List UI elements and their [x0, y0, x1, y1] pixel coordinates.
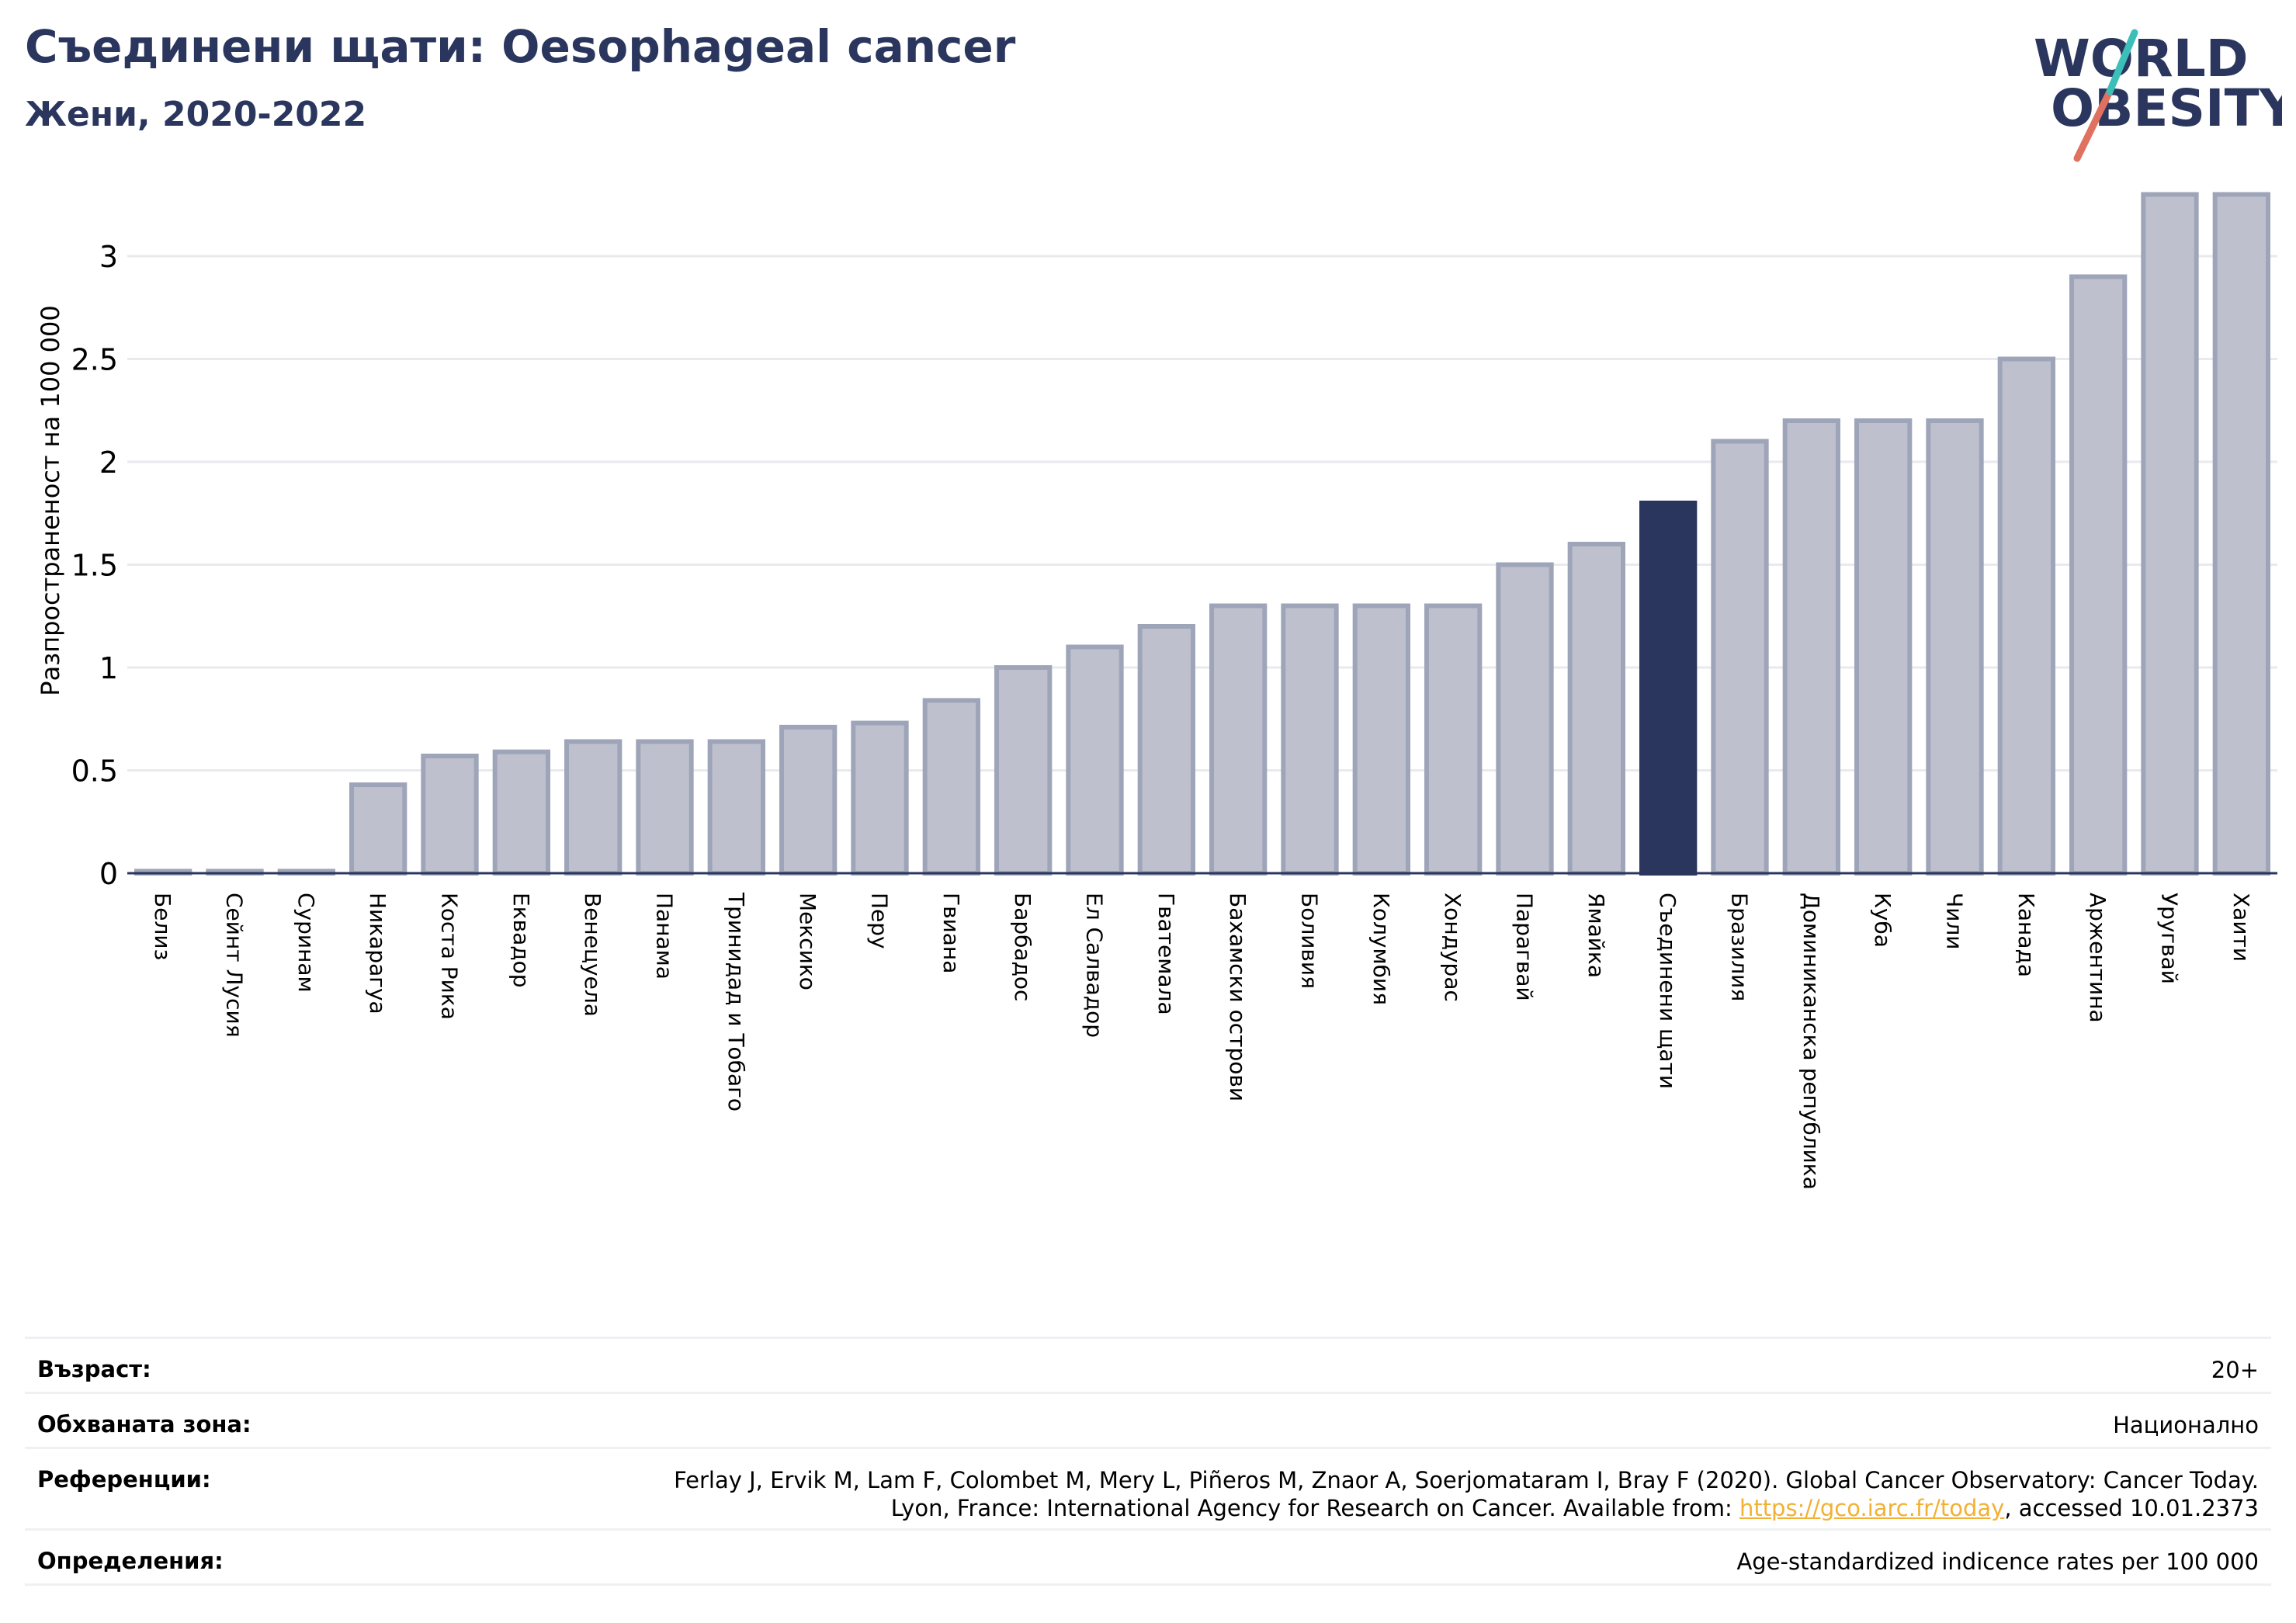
x-tick-label: Гвиана — [938, 893, 964, 973]
bar — [1281, 603, 1339, 876]
y-axis-label: Разпространеност на 100 000 — [36, 305, 65, 695]
x-tick-label: Доминиканска република — [1798, 893, 1824, 1190]
world-obesity-logo: WORLD OBESITY — [2034, 29, 2282, 162]
info-row-area: Обхваната зона: Национално — [25, 1392, 2271, 1447]
x-tick-label: Боливия — [1297, 893, 1323, 989]
y-tick-label: 1.5 — [71, 549, 118, 583]
x-tick-label: Куба — [1870, 893, 1895, 948]
y-tick-label: 0.5 — [71, 754, 118, 789]
info-value: 20+ — [2211, 1357, 2259, 1383]
reference-line-1: Ferlay J, Ervik M, Lam F, Colombet M, Me… — [674, 1467, 2259, 1493]
reference-line-2: Lyon, France: International Agency for R… — [890, 1495, 2259, 1521]
bar — [1352, 603, 1410, 876]
chart-subtitle: Жени, 2020-2022 — [25, 95, 367, 134]
x-tick-label: Канада — [2013, 893, 2039, 977]
info-value: Ferlay J, Ervik M, Lam F, Colombet M, Me… — [674, 1449, 2259, 1528]
bar — [1926, 418, 1984, 876]
info-label: Референции: — [37, 1466, 211, 1493]
info-table: Възраст: 20+ Обхваната зона: Национално … — [25, 1337, 2271, 1586]
x-tick-label: Аржентина — [2085, 893, 2110, 1023]
x-tick-label: Мексико — [795, 893, 820, 990]
x-tick-label: Панама — [652, 893, 678, 980]
bar — [2212, 192, 2270, 876]
x-tick-label: Ямайка — [1583, 893, 1609, 978]
y-tick-label: 0 — [99, 857, 118, 891]
x-tick-label: Уругвай — [2157, 893, 2183, 984]
bar — [2069, 274, 2128, 876]
x-tick-label: Парагвай — [1512, 893, 1538, 1001]
bar — [1567, 542, 1625, 876]
bar-chart: 0 0.5 1 1.5 2 2.5 3 Разпространеност на 100 000… — [36, 192, 2277, 1190]
bar — [1066, 644, 1124, 876]
bar — [492, 749, 550, 876]
bar — [779, 724, 838, 876]
bar — [994, 665, 1053, 876]
bar — [636, 739, 694, 876]
bar — [922, 698, 980, 876]
info-label: Обхваната зона: — [37, 1411, 251, 1437]
x-tick-label: Съединени щати — [1655, 893, 1680, 1089]
x-tick-label: Тринидад и Тобаго — [723, 892, 749, 1111]
x-tick-label: Колумбия — [1368, 893, 1394, 1005]
x-tick-label: Ел Салвадор — [1082, 893, 1108, 1038]
info-row-definitions: Определения: Age-standardized indicence … — [25, 1528, 2271, 1586]
x-tick-label: Бахамски острови — [1225, 893, 1250, 1101]
info-value: Age-standardized indicence rates per 100… — [1736, 1548, 2259, 1575]
x-tick-label: Перу — [867, 893, 893, 949]
bar — [1496, 562, 1554, 876]
info-row-age: Възраст: 20+ — [25, 1337, 2271, 1392]
bar — [1711, 439, 1769, 876]
x-tick-label: Никарагуа — [365, 893, 390, 1014]
bar — [1782, 418, 1840, 876]
bar — [707, 739, 765, 876]
info-row-references: Референции: Ferlay J, Ervik M, Lam F, Co… — [25, 1447, 2271, 1528]
x-tick-label: Гватемала — [1153, 893, 1179, 1015]
y-tick-label: 2 — [99, 446, 118, 480]
y-tick-label: 1 — [99, 651, 118, 685]
y-tick-label: 3 — [99, 240, 118, 274]
x-tick-label: Барбадос — [1010, 893, 1035, 1001]
bar — [851, 720, 909, 876]
bar — [564, 739, 623, 876]
x-tick-label: Хаити — [2228, 893, 2254, 962]
bar — [1424, 603, 1483, 876]
x-tick-label: Суринам — [293, 893, 319, 993]
svg-text:WORLD: WORLD — [2034, 29, 2249, 88]
y-tick-label: 2.5 — [71, 343, 118, 377]
info-label: Определения: — [37, 1548, 224, 1574]
x-tick-label: Чили — [1942, 893, 1968, 950]
x-tick-label: Еквадор — [508, 893, 534, 988]
x-tick-label: Хондурас — [1440, 893, 1465, 1002]
bar — [1854, 418, 1913, 876]
chart-title: Съединени щати: Oesophageal cancer — [25, 20, 1016, 73]
x-tick-label: Бразилия — [1727, 893, 1753, 1001]
bar — [1997, 356, 2055, 876]
bar — [1137, 624, 1195, 876]
x-tick-label: Сейнт Лусия — [222, 893, 248, 1038]
x-tick-label: Венецуела — [580, 893, 605, 1017]
x-tick-label: Белиз — [150, 893, 175, 960]
x-tick-label: Коста Рика — [437, 893, 463, 1020]
reference-link[interactable]: https://gco.iarc.fr/today — [1739, 1495, 2005, 1521]
bar — [421, 753, 479, 876]
info-value: Национално — [2113, 1412, 2259, 1438]
bar — [1209, 603, 1268, 876]
bar — [349, 782, 408, 876]
info-label: Възраст: — [37, 1356, 151, 1382]
bar — [2141, 192, 2199, 876]
bar — [1639, 501, 1698, 876]
